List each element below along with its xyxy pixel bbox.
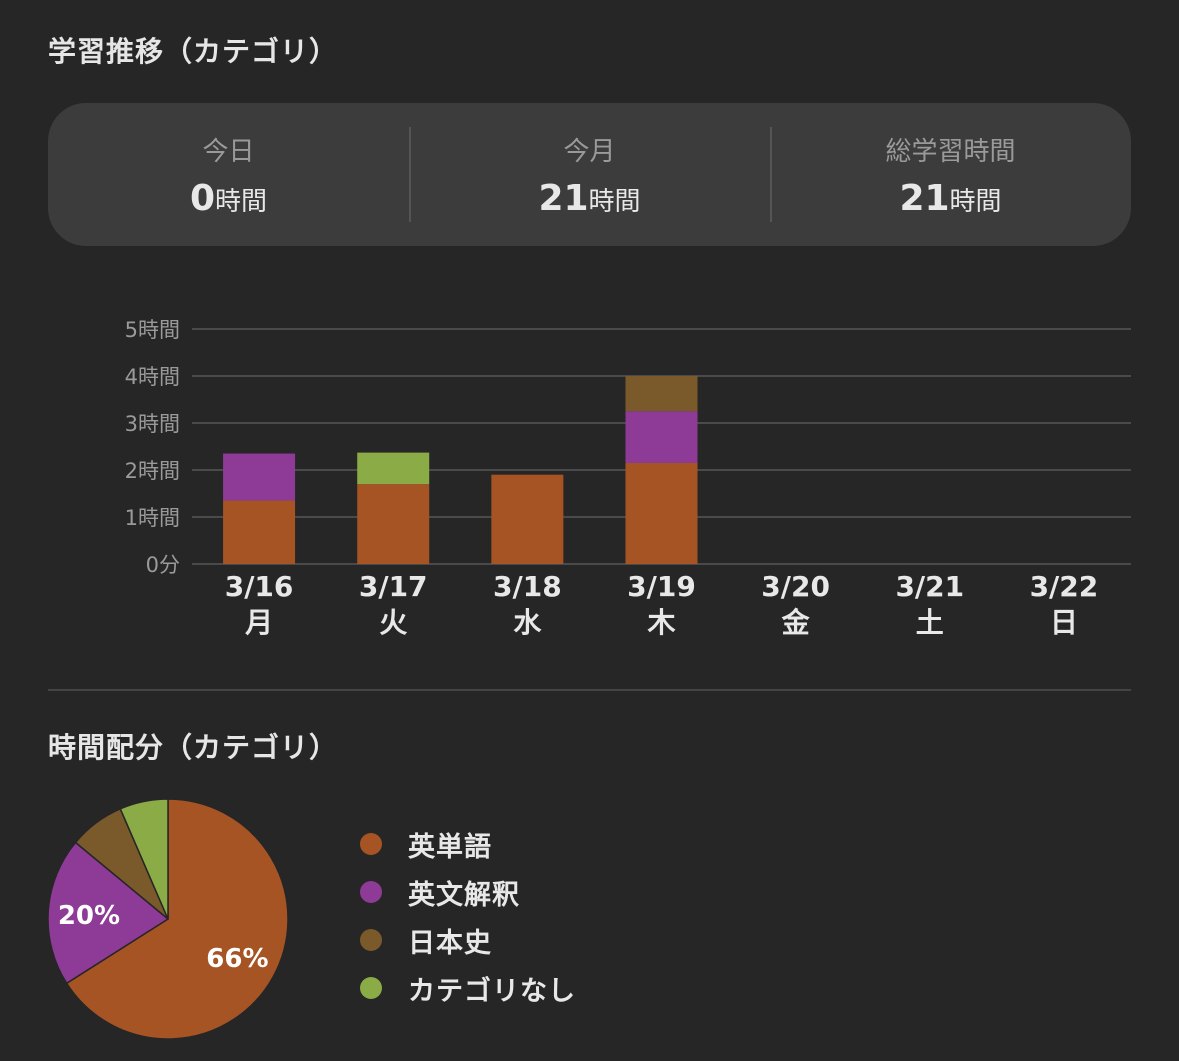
x-tick-date: 3/22 (1030, 570, 1099, 603)
x-tick-weekday: 木 (646, 606, 675, 639)
legend-item: 日本史 (360, 916, 576, 964)
legend-item: 英単語 (360, 820, 576, 868)
x-tick-weekday: 月 (244, 606, 273, 639)
legend-label: 英文解釈 (408, 879, 520, 911)
summary-month-number: 21 (538, 177, 589, 219)
y-tick-label: 3時間 (125, 412, 180, 436)
x-tick-date: 3/16 (225, 570, 294, 603)
x-tick-date: 3/17 (359, 570, 428, 603)
pie-chart: 66% 20% (47, 798, 289, 1040)
legend-color-dot (360, 833, 382, 855)
bar-segment[interactable] (357, 452, 430, 485)
summary-month-value: 21時間 (409, 178, 770, 219)
bar-segment[interactable] (223, 500, 296, 564)
bar-segment[interactable] (357, 484, 430, 564)
x-tick-date: 3/19 (627, 570, 696, 603)
summary-total-unit: 時間 (949, 186, 1002, 217)
summary-today-number: 0 (189, 177, 216, 219)
summary-card: 今日 0時間 今月 21時間 総学習時間 21時間 (48, 103, 1131, 246)
summary-total-label: 総学習時間 (885, 136, 1016, 167)
summary-month: 今月 21時間 (409, 103, 770, 246)
legend-label: 英単語 (408, 831, 492, 863)
summary-total-value: 21時間 (770, 178, 1131, 219)
section-divider (48, 689, 1131, 691)
x-tick-weekday: 水 (513, 606, 542, 639)
x-tick-weekday: 火 (379, 606, 407, 639)
pie-legend: 英単語英文解釈日本史カテゴリなし (360, 820, 576, 1012)
x-tick-weekday: 土 (916, 606, 944, 639)
legend-color-dot (360, 929, 382, 951)
y-tick-label: 1時間 (125, 506, 180, 530)
x-tick-weekday: 金 (781, 606, 811, 639)
legend-item: 英文解釈 (360, 868, 576, 916)
summary-today-value: 0時間 (48, 178, 409, 219)
summary-today-unit: 時間 (215, 186, 268, 217)
legend-item: カテゴリなし (360, 964, 576, 1012)
trend-section-title: 学習推移（カテゴリ） (48, 35, 339, 68)
y-tick-label: 5時間 (125, 318, 180, 342)
bar-segment[interactable] (223, 453, 296, 501)
pie-slice[interactable] (65, 798, 289, 1040)
legend-label: 日本史 (408, 927, 492, 959)
bar-segment[interactable] (625, 376, 698, 412)
bar-segment[interactable] (625, 411, 698, 463)
summary-total: 総学習時間 21時間 (770, 103, 1131, 246)
summary-today-label: 今日 (202, 136, 255, 167)
bar-segment[interactable] (625, 462, 698, 564)
x-tick-date: 3/21 (895, 570, 964, 603)
legend-color-dot (360, 881, 382, 903)
pie-slice[interactable] (47, 841, 170, 985)
summary-total-number: 21 (899, 177, 950, 219)
legend-label: カテゴリなし (408, 975, 576, 1007)
summary-month-label: 今月 (563, 136, 616, 167)
distribution-section-title: 時間配分（カテゴリ） (48, 731, 339, 764)
pie-slice-label: 20% (58, 901, 120, 931)
y-tick-label: 0分 (146, 553, 180, 577)
summary-month-unit: 時間 (588, 186, 641, 217)
stacked-bar-chart: 0分 1時間 2時間 3時間 4時間 5時間 3/16月 3/17火 3/18水 3/19木 3/2… (125, 318, 1131, 639)
pie-slice[interactable] (119, 798, 169, 920)
bar-segment[interactable] (491, 474, 564, 564)
y-tick-label: 2時間 (125, 459, 180, 483)
summary-today: 今日 0時間 (48, 103, 409, 246)
x-tick-weekday: 日 (1050, 606, 1078, 639)
pie-slice-label: 66% (206, 944, 268, 974)
x-tick-date: 3/18 (493, 570, 562, 603)
y-tick-label: 4時間 (125, 365, 180, 389)
x-tick-date: 3/20 (761, 570, 830, 603)
legend-color-dot (360, 977, 382, 999)
